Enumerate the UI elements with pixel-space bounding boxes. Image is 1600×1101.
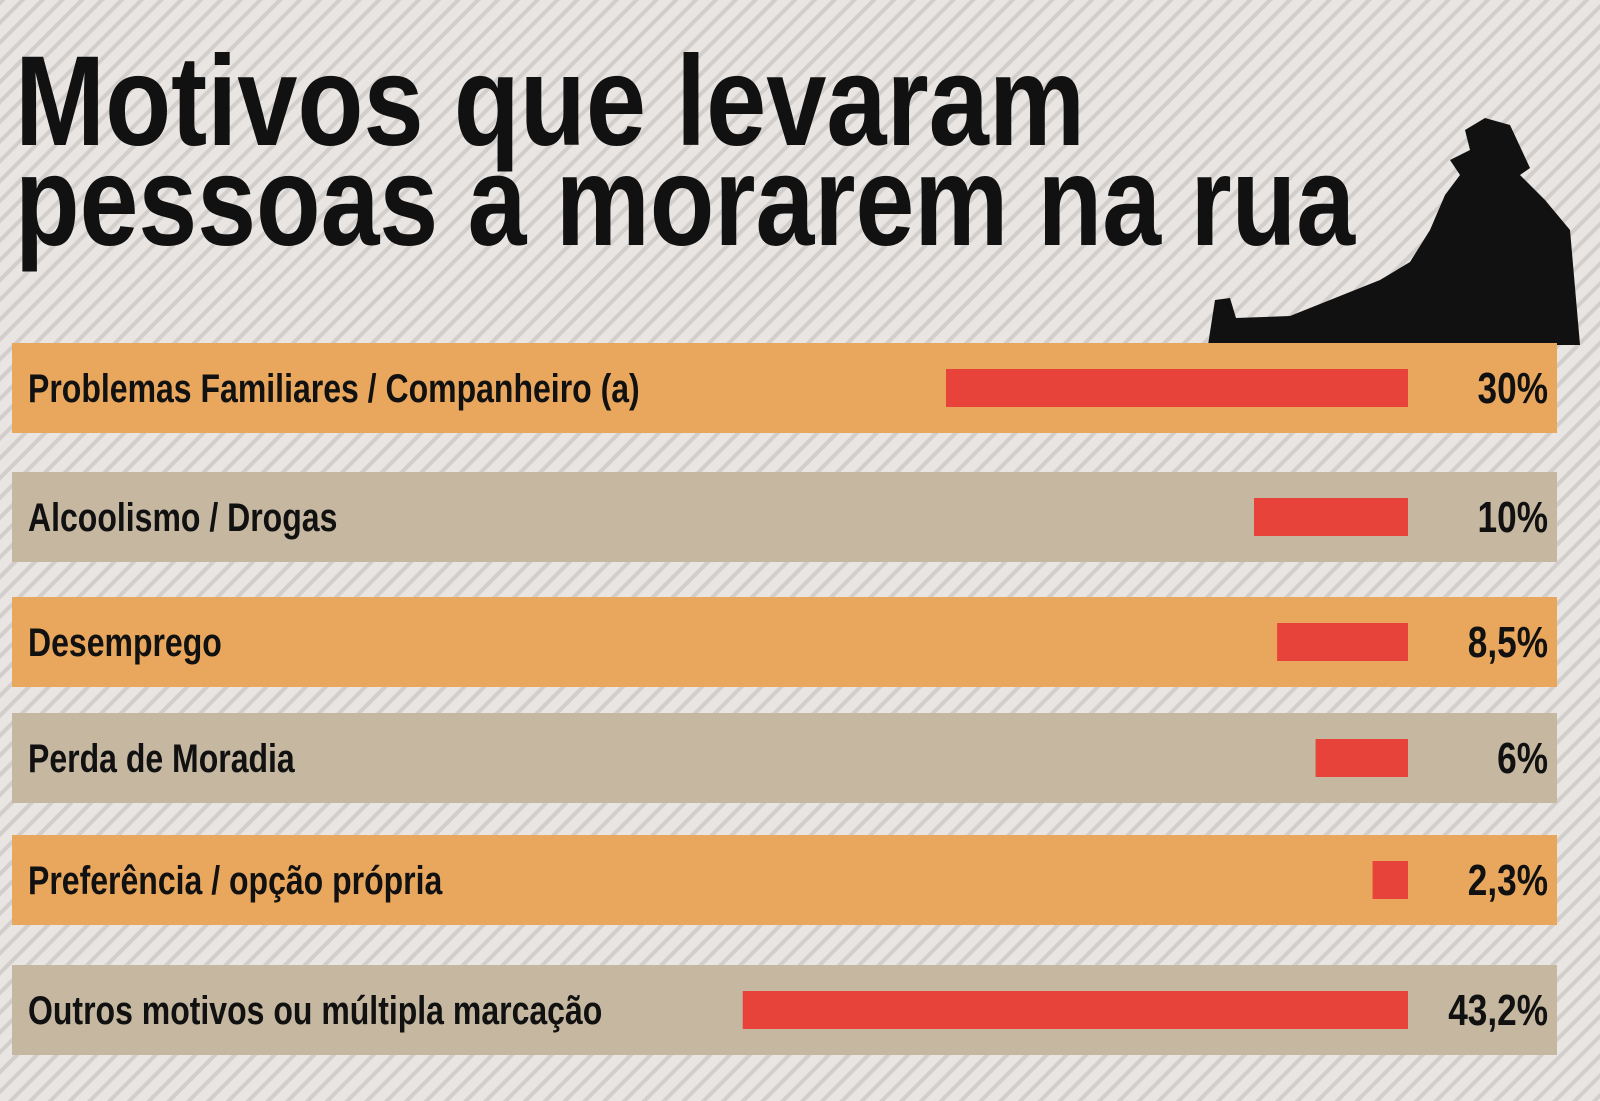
value-label: 2,3%: [1468, 856, 1548, 905]
value-label: 30%: [1478, 364, 1548, 413]
category-label: Perda de Moradia: [28, 736, 295, 781]
row-labels: Outros motivos ou múltipla marcação 43,2%: [28, 986, 1548, 1035]
bar: [946, 369, 1408, 407]
bar: [1315, 739, 1408, 777]
chart-title: Motivos que levaram: [15, 30, 1085, 173]
category-label: Alcoolismo / Drogas: [28, 495, 337, 540]
row-labels: Preferência / opção própria 2,3%: [28, 856, 1548, 905]
row-labels: Problemas Familiares / Companheiro (a) 30…: [28, 364, 1548, 413]
bar: [742, 991, 1408, 1029]
value-label: 10%: [1478, 493, 1548, 542]
silhouette: [1208, 118, 1580, 345]
bar: [1254, 498, 1408, 536]
value-label: 43,2%: [1448, 986, 1548, 1035]
category-label: Outros motivos ou múltipla marcação: [28, 988, 602, 1033]
bar: [1277, 623, 1408, 661]
row-background: [12, 713, 1557, 803]
row-background: [12, 835, 1557, 925]
category-label: Preferência / opção própria: [28, 858, 443, 903]
row-labels: Alcoolismo / Drogas 10%: [28, 493, 1548, 542]
row-labels: Desemprego 8,5%: [28, 618, 1548, 667]
category-label: Desemprego: [28, 620, 222, 665]
chart-title: pessoas a morarem na rua: [15, 130, 1356, 273]
row-labels: Perda de Moradia 6%: [28, 734, 1548, 783]
bar: [1372, 861, 1408, 899]
category-label: Problemas Familiares / Companheiro (a): [28, 366, 640, 411]
value-label: 8,5%: [1468, 618, 1548, 667]
value-label: 6%: [1497, 734, 1548, 783]
